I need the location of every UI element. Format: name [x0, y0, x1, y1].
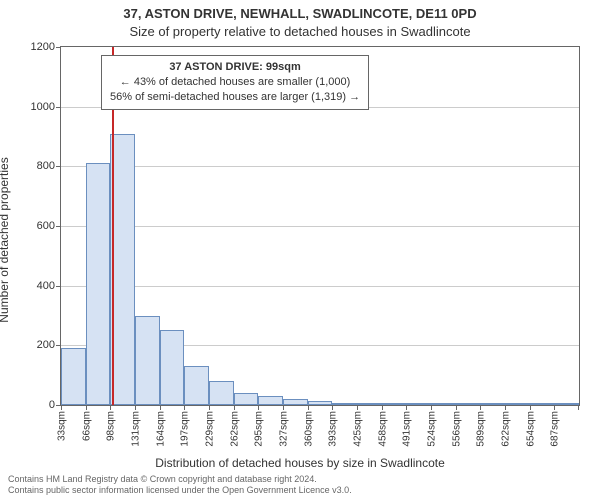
xtick-mark — [554, 405, 555, 410]
ytick-mark — [56, 226, 61, 227]
footer-line-1: Contains HM Land Registry data © Crown c… — [8, 474, 352, 485]
ytick-mark — [56, 286, 61, 287]
ytick-label: 800 — [37, 160, 55, 172]
xtick-label: 131sqm — [129, 411, 142, 447]
ytick-mark — [56, 107, 61, 108]
xtick-mark — [357, 405, 358, 410]
xtick-mark — [406, 405, 407, 410]
xtick-label: 197sqm — [178, 411, 191, 447]
xtick-mark — [184, 405, 185, 410]
ytick-label: 200 — [37, 339, 55, 351]
histogram-bar — [505, 403, 530, 405]
page-title: 37, ASTON DRIVE, NEWHALL, SWADLINCOTE, D… — [0, 6, 600, 21]
histogram-bar — [431, 403, 456, 405]
xtick-label: 589sqm — [474, 411, 487, 447]
xtick-label: 262sqm — [227, 411, 240, 447]
xtick-mark — [530, 405, 531, 410]
histogram-bar — [160, 330, 185, 405]
histogram-bar — [554, 403, 579, 405]
xtick-label: 98sqm — [104, 411, 117, 441]
histogram-bar — [283, 399, 308, 405]
page: 37, ASTON DRIVE, NEWHALL, SWADLINCOTE, D… — [0, 0, 600, 500]
xtick-mark — [308, 405, 309, 410]
annotation-line-1: 37 ASTON DRIVE: 99sqm — [110, 60, 360, 75]
ytick-mark — [56, 166, 61, 167]
xtick-label: 556sqm — [449, 411, 462, 447]
histogram-bar — [357, 403, 382, 405]
xtick-label: 164sqm — [153, 411, 166, 447]
gridline — [61, 226, 579, 227]
xtick-mark — [382, 405, 383, 410]
xtick-label: 458sqm — [375, 411, 388, 447]
xtick-mark — [258, 405, 259, 410]
histogram-bar — [480, 403, 505, 405]
xtick-mark — [332, 405, 333, 410]
xtick-mark — [505, 405, 506, 410]
histogram-bar — [332, 403, 357, 405]
ytick-label: 1200 — [31, 41, 55, 53]
annotation-box: 37 ASTON DRIVE: 99sqm← 43% of detached h… — [101, 55, 369, 110]
xtick-mark — [480, 405, 481, 410]
ytick-label: 0 — [49, 399, 55, 411]
xtick-label: 491sqm — [400, 411, 413, 447]
ytick-label: 1000 — [31, 101, 55, 113]
chart-plot-area: 02004006008001000120033sqm66sqm98sqm131s… — [60, 46, 580, 406]
histogram-bar — [530, 403, 555, 405]
xtick-mark — [61, 405, 62, 410]
xtick-label: 622sqm — [499, 411, 512, 447]
xtick-mark — [283, 405, 284, 410]
xtick-mark — [110, 405, 111, 410]
xtick-label: 66sqm — [79, 411, 92, 441]
histogram-bar — [308, 401, 333, 405]
histogram-bar — [456, 403, 481, 405]
xtick-label: 327sqm — [277, 411, 290, 447]
xtick-mark — [234, 405, 235, 410]
y-axis-label: Number of detached properties — [0, 157, 11, 322]
ytick-label: 600 — [37, 220, 55, 232]
annotation-line-2: ← 43% of detached houses are smaller (1,… — [110, 75, 360, 90]
xtick-mark — [578, 405, 579, 410]
histogram-bar — [86, 163, 111, 405]
histogram-bar — [135, 316, 160, 406]
xtick-label: 524sqm — [425, 411, 438, 447]
xtick-label: 33sqm — [55, 411, 68, 441]
xtick-label: 229sqm — [203, 411, 216, 447]
xtick-label: 360sqm — [301, 411, 314, 447]
histogram-bar — [61, 348, 86, 405]
gridline — [61, 166, 579, 167]
footer: Contains HM Land Registry data © Crown c… — [8, 474, 352, 496]
ytick-mark — [56, 345, 61, 346]
xtick-label: 687sqm — [548, 411, 561, 447]
histogram-bar — [382, 403, 407, 405]
xtick-mark — [86, 405, 87, 410]
histogram-bar — [184, 366, 209, 405]
gridline — [61, 286, 579, 287]
histogram-bar — [209, 381, 234, 405]
page-subtitle: Size of property relative to detached ho… — [0, 24, 600, 39]
xtick-mark — [431, 405, 432, 410]
x-axis-label: Distribution of detached houses by size … — [0, 456, 600, 470]
ytick-mark — [56, 47, 61, 48]
xtick-mark — [209, 405, 210, 410]
histogram-bar — [258, 396, 283, 405]
histogram-bar — [110, 134, 135, 405]
xtick-label: 654sqm — [523, 411, 536, 447]
xtick-label: 425sqm — [351, 411, 364, 447]
ytick-label: 400 — [37, 280, 55, 292]
histogram-bar — [234, 393, 259, 405]
footer-line-2: Contains public sector information licen… — [8, 485, 352, 496]
xtick-mark — [160, 405, 161, 410]
annotation-line-3: 56% of semi-detached houses are larger (… — [110, 90, 360, 105]
xtick-mark — [135, 405, 136, 410]
xtick-mark — [456, 405, 457, 410]
histogram-bar — [406, 403, 431, 405]
xtick-label: 295sqm — [252, 411, 265, 447]
xtick-label: 393sqm — [326, 411, 339, 447]
